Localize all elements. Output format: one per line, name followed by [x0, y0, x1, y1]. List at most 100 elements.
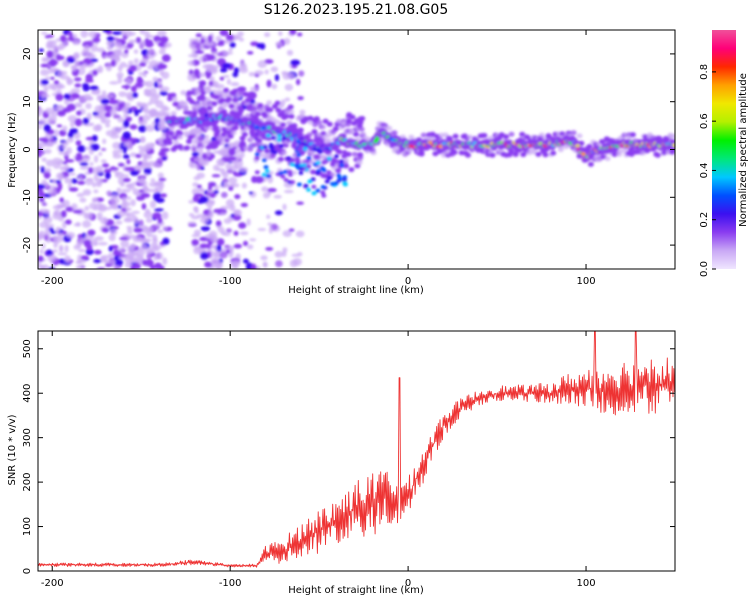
- spectrogram-cell: [307, 115, 314, 121]
- spectrogram-cell: [91, 134, 98, 142]
- spectrogram-cell: [276, 138, 282, 142]
- spectrogram-cell: [80, 255, 89, 261]
- spectrogram-cell: [333, 154, 339, 159]
- spectrogram-cell: [65, 159, 75, 163]
- spectrogram-cell: [310, 169, 317, 175]
- spectrogram-cell: [266, 214, 271, 219]
- spectrogram-cell: [316, 119, 323, 125]
- spectrogram-cell: [321, 160, 327, 165]
- spectrogram-cell: [198, 80, 207, 87]
- spectrogram-cell: [62, 161, 68, 165]
- spectrogram-cell: [94, 241, 99, 246]
- spectrogram-cell: [158, 177, 167, 182]
- spectrogram-cell: [227, 176, 238, 184]
- spectrogram-cell: [94, 236, 104, 241]
- spectrogram-cell: [217, 99, 224, 104]
- spectrogram-cell: [38, 48, 45, 53]
- colorbar-label: Normalized spectral amplitude: [738, 73, 749, 227]
- spectrogram-cell: [91, 198, 100, 203]
- spectrogram-cell: [189, 69, 194, 75]
- spectrogram-cell: [76, 176, 83, 180]
- spectrogram-cell: [587, 161, 594, 167]
- spectrogram-cell: [136, 195, 143, 201]
- spectrogram-cell: [56, 70, 65, 79]
- spectrogram-x-ticks: -200 -100 0 100: [41, 30, 596, 287]
- spectrogram-cell: [193, 175, 201, 181]
- spectrogram-cell: [158, 150, 166, 157]
- spectrogram-cell: [155, 100, 164, 109]
- spectrogram-cell: [135, 250, 145, 256]
- spectrogram-cell: [130, 199, 136, 207]
- spectrogram-cell: [98, 107, 106, 115]
- spectrogram-cell: [374, 137, 380, 141]
- spectrogram-cell: [225, 34, 234, 42]
- spectrogram-cell: [161, 156, 168, 161]
- spectrogram-cell: [199, 88, 205, 94]
- spectrogram-cell: [342, 182, 348, 187]
- spectrogram-cell: [83, 212, 88, 219]
- spectrogram-cell: [264, 69, 269, 75]
- snr-x-tick-label: -100: [219, 578, 242, 589]
- spectrogram-cell: [92, 124, 101, 132]
- spectrogram-cell: [66, 57, 75, 63]
- spectrogram-cell: [209, 76, 215, 82]
- snr-x-tick-label: 100: [576, 578, 595, 589]
- spectrogram-cell: [345, 151, 352, 157]
- spectrogram-cell: [113, 265, 120, 269]
- spectrogram-cell: [140, 193, 151, 198]
- spectrogram-cell: [391, 130, 398, 136]
- spectrogram-cell: [265, 246, 274, 251]
- spectrogram-cell: [226, 78, 232, 85]
- spectrogram-cell: [58, 216, 65, 222]
- spectrogram-cell: [98, 151, 103, 157]
- spectrogram-cell: [126, 196, 132, 200]
- spectrogram-cell: [192, 195, 200, 203]
- snr-y-tick-label: 400: [22, 384, 33, 403]
- spectrogram-cell: [55, 46, 64, 51]
- spectrogram-cell: [672, 143, 675, 147]
- spectrogram-cell: [259, 42, 266, 50]
- spectrogram-cell: [79, 165, 90, 170]
- spectrogram-cell: [190, 127, 197, 133]
- spectrogram-cell: [142, 238, 152, 243]
- spectrogram-cell: [76, 239, 83, 248]
- spectrogram-cell: [171, 96, 178, 102]
- spectrogram-cell: [157, 79, 163, 86]
- spectrogram-cell: [261, 172, 267, 177]
- spectrogram-cell: [214, 129, 221, 134]
- spectrogram-cell: [200, 36, 205, 45]
- spectrogram-cell: [306, 187, 311, 192]
- spectrogram-cell: [451, 149, 458, 155]
- spectrogram-cell: [241, 132, 248, 137]
- spectrogram-cell: [223, 180, 228, 188]
- spectrogram-cell: [125, 207, 132, 211]
- colorbar-tick-label: 0.8: [699, 64, 710, 80]
- spectrogram-cell: [182, 101, 189, 107]
- spectrogram-cell: [212, 150, 223, 154]
- spectrogram-cell: [170, 111, 177, 116]
- spectrogram-cell: [136, 101, 142, 107]
- spectrogram-cell: [284, 83, 294, 91]
- spectrogram-cell: [238, 222, 247, 229]
- spectrogram-cell: [230, 81, 240, 87]
- spectrogram-cell: [200, 251, 209, 260]
- spectrogram-cell: [90, 45, 99, 52]
- spectrogram-cell: [213, 94, 220, 100]
- spectrogram-cell: [129, 170, 139, 176]
- spectrogram-cell: [38, 141, 47, 148]
- spectrogram-cell: [50, 45, 58, 50]
- spectrogram-cell: [296, 182, 302, 187]
- spectrogram-cell: [228, 185, 234, 191]
- spectrogram-cell: [64, 150, 70, 157]
- spectrogram-cell: [87, 211, 94, 220]
- spectrogram-cell: [161, 71, 170, 80]
- spectrogram-cell: [204, 261, 212, 268]
- spectrogram-cell: [56, 104, 63, 110]
- spectrogram-cell: [50, 76, 55, 80]
- spectrogram-cell: [55, 93, 64, 102]
- spectrogram-cell: [146, 246, 153, 254]
- spectrogram-cell: [44, 167, 52, 173]
- spectrogram-cell: [82, 84, 90, 92]
- spectrogram-cell: [315, 148, 321, 152]
- spectrogram-cell: [158, 62, 164, 70]
